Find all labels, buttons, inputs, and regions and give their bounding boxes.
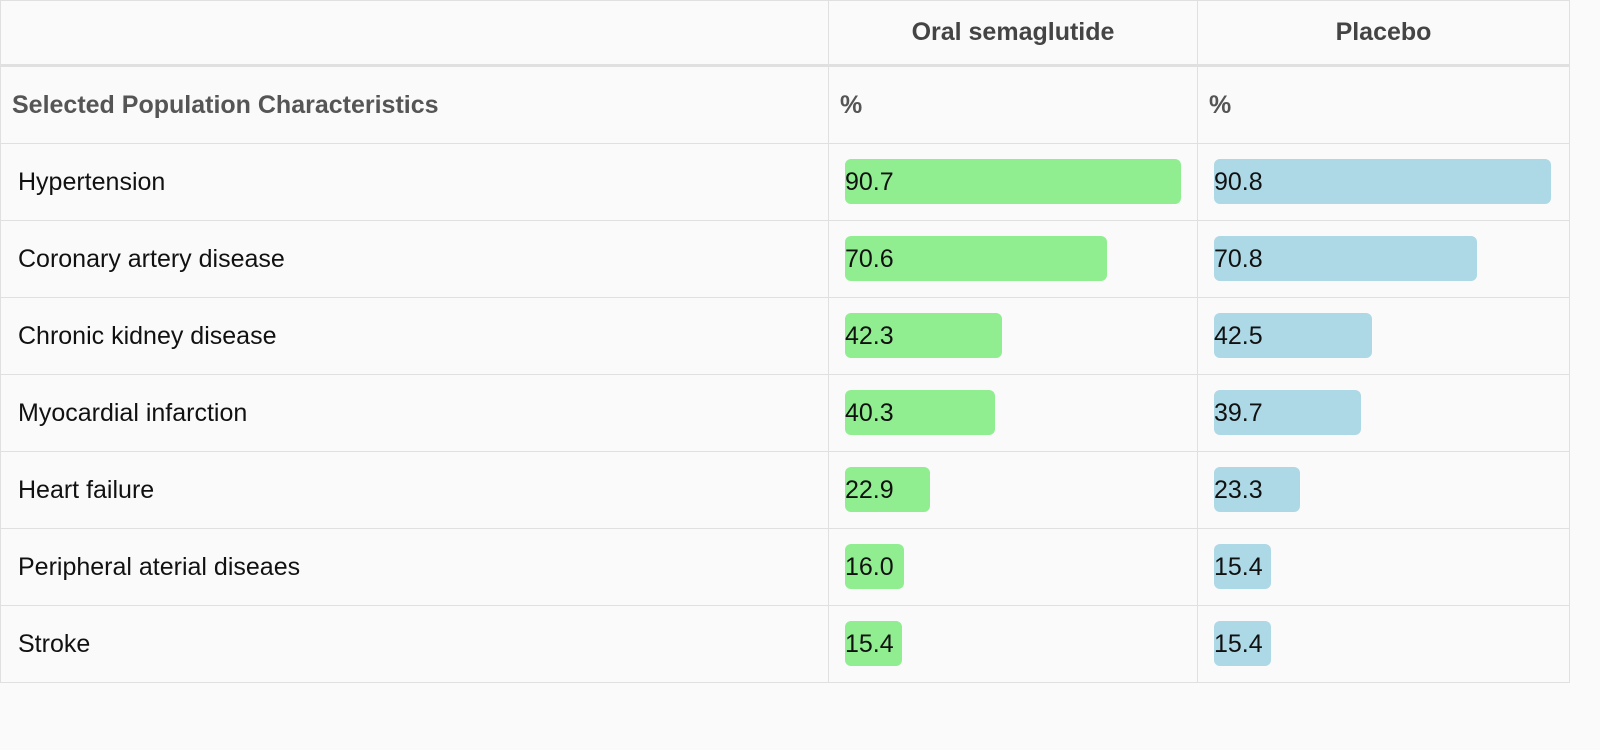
bar-cell: 70.6 xyxy=(828,220,1200,298)
bar-track: 90.8 xyxy=(1198,144,1569,220)
bar-cell: 70.8 xyxy=(1197,220,1570,298)
characteristics-table: Oral semaglutide Placebo Selected Popula… xyxy=(0,0,1570,683)
row-label: Peripheral aterial diseaes xyxy=(0,528,829,606)
bar-track: 23.3 xyxy=(1198,452,1569,528)
row-label: Stroke xyxy=(0,605,829,683)
value-label: 22.9 xyxy=(845,476,894,504)
subheader-row: Selected Population Characteristics % % xyxy=(0,65,1570,144)
value-label: 40.3 xyxy=(845,399,894,427)
bar xyxy=(845,159,1182,204)
bar-cell: 15.4 xyxy=(1197,605,1570,683)
bar-cell: 39.7 xyxy=(1197,374,1570,452)
row: Peripheral aterial diseaes 16.0 15.4 xyxy=(0,528,1570,606)
row-label: Chronic kidney disease xyxy=(0,297,829,375)
corner xyxy=(0,0,829,67)
row: Heart failure 22.9 23.3 xyxy=(0,451,1570,529)
value-label: 90.7 xyxy=(845,168,894,196)
bar xyxy=(845,313,1002,358)
bar-track: 42.5 xyxy=(1198,298,1569,374)
row: Chronic kidney disease 42.3 42.5 xyxy=(0,297,1570,375)
row-label: Myocardial infarction xyxy=(0,374,829,452)
bar xyxy=(845,544,905,589)
row: Hypertension 90.7 90.8 xyxy=(0,143,1570,221)
unit: % xyxy=(1197,65,1570,144)
bar-track: 15.4 xyxy=(1198,606,1569,682)
bar-cell: 40.3 xyxy=(828,374,1200,452)
bar xyxy=(1214,159,1551,204)
bar-track: 16.0 xyxy=(829,529,1200,605)
bar-cell: 42.3 xyxy=(828,297,1200,375)
row-label: Coronary artery disease xyxy=(0,220,829,298)
table-body: Selected Population Characteristics % % … xyxy=(0,65,1570,683)
bar-track: 42.3 xyxy=(829,298,1200,374)
bar xyxy=(1214,236,1477,281)
bar xyxy=(845,236,1107,281)
row-label: Heart failure xyxy=(0,451,829,529)
bar-cell: 15.4 xyxy=(828,605,1200,683)
bar-cell: 22.9 xyxy=(828,451,1200,529)
bar xyxy=(1214,313,1372,358)
value-label: 15.4 xyxy=(845,630,894,658)
bar-track: 15.4 xyxy=(829,606,1200,682)
bar-cell: 90.7 xyxy=(828,143,1200,221)
row: Coronary artery disease 70.6 70.8 xyxy=(0,220,1570,298)
bar-track: 15.4 xyxy=(1198,529,1569,605)
bar xyxy=(1214,467,1301,512)
bar-track: 40.3 xyxy=(829,375,1200,451)
column-header: Oral semaglutide xyxy=(828,0,1198,67)
bar-track: 70.8 xyxy=(1198,221,1569,297)
bar xyxy=(1214,544,1272,589)
bar-cell: 23.3 xyxy=(1197,451,1570,529)
value-label: 42.5 xyxy=(1214,322,1263,350)
subheader: Selected Population Characteristics xyxy=(0,65,829,144)
bar-cell: 90.8 xyxy=(1197,143,1570,221)
value-label: 70.8 xyxy=(1214,245,1263,273)
bar xyxy=(845,390,995,435)
value-label: 16.0 xyxy=(845,553,894,581)
unit: % xyxy=(828,65,1198,144)
row: Myocardial infarction 40.3 39.7 xyxy=(0,374,1570,452)
bar-track: 70.6 xyxy=(829,221,1200,297)
value-label: 15.4 xyxy=(1214,553,1263,581)
value-label: 70.6 xyxy=(845,245,894,273)
bar xyxy=(845,467,930,512)
bar-track: 90.7 xyxy=(829,144,1200,220)
bar xyxy=(845,621,903,666)
bar-cell: 42.5 xyxy=(1197,297,1570,375)
bar-cell: 16.0 xyxy=(828,528,1200,606)
value-label: 90.8 xyxy=(1214,168,1263,196)
header-row: Oral semaglutide Placebo xyxy=(0,0,1570,67)
row-label: Hypertension xyxy=(0,143,829,221)
bar xyxy=(1214,621,1272,666)
row: Stroke 15.4 15.4 xyxy=(0,605,1570,683)
value-label: 23.3 xyxy=(1214,476,1263,504)
value-label: 39.7 xyxy=(1214,399,1263,427)
bar-cell: 15.4 xyxy=(1197,528,1570,606)
bar-track: 39.7 xyxy=(1198,375,1569,451)
column-header: Placebo xyxy=(1197,0,1570,67)
value-label: 15.4 xyxy=(1214,630,1263,658)
bar xyxy=(1214,390,1362,435)
bar-track: 22.9 xyxy=(829,452,1200,528)
value-label: 42.3 xyxy=(845,322,894,350)
